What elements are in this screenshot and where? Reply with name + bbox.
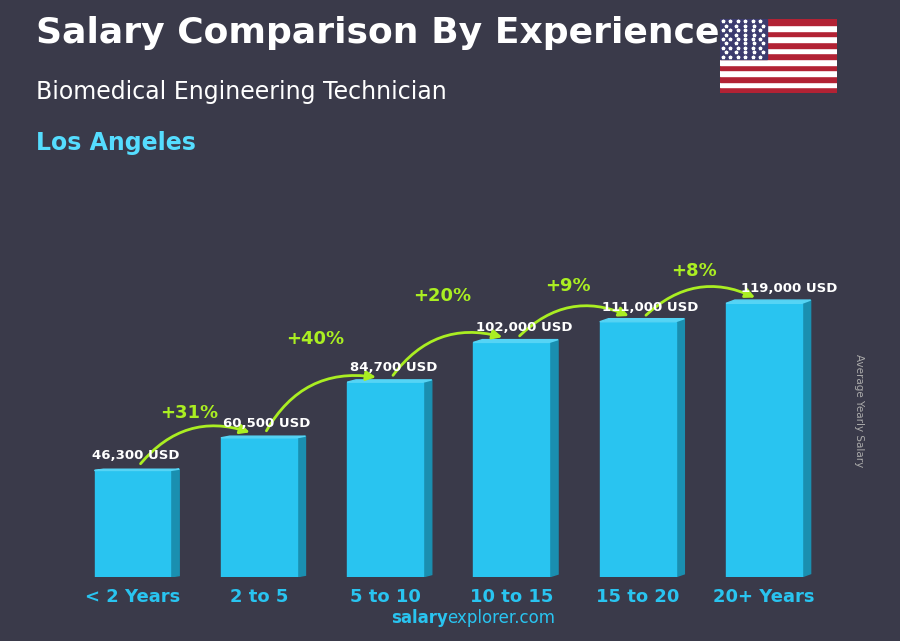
Polygon shape (347, 380, 432, 382)
Text: +20%: +20% (413, 287, 471, 304)
Text: +8%: +8% (671, 262, 717, 279)
Bar (720, 47, 837, 53)
Text: 84,700 USD: 84,700 USD (350, 361, 437, 374)
Bar (720, 87, 837, 93)
Text: 60,500 USD: 60,500 USD (223, 417, 310, 429)
Text: +9%: +9% (545, 277, 591, 295)
Text: +40%: +40% (286, 330, 345, 348)
Text: explorer.com: explorer.com (447, 609, 555, 627)
Bar (720, 65, 837, 71)
Bar (720, 42, 837, 47)
Text: 102,000 USD: 102,000 USD (476, 321, 572, 335)
Bar (720, 71, 837, 76)
Bar (94, 470, 170, 577)
Bar (720, 76, 837, 81)
Polygon shape (726, 300, 811, 303)
Polygon shape (599, 319, 684, 322)
Bar (726, 303, 802, 577)
Text: salary: salary (392, 609, 448, 627)
Polygon shape (802, 300, 811, 577)
Text: 119,000 USD: 119,000 USD (742, 282, 838, 296)
Bar (720, 19, 767, 59)
Polygon shape (220, 436, 305, 438)
Text: +31%: +31% (160, 404, 219, 422)
Bar (599, 322, 676, 577)
Bar (720, 25, 837, 31)
Bar (720, 19, 837, 25)
Bar (347, 382, 423, 577)
Polygon shape (94, 469, 179, 470)
Polygon shape (676, 319, 684, 577)
Bar (473, 342, 549, 577)
Bar (720, 59, 837, 65)
Bar (720, 31, 837, 37)
Polygon shape (549, 340, 558, 577)
Text: Biomedical Engineering Technician: Biomedical Engineering Technician (36, 80, 446, 104)
Polygon shape (423, 380, 432, 577)
Text: Los Angeles: Los Angeles (36, 131, 196, 155)
Bar (220, 438, 297, 577)
Polygon shape (297, 436, 305, 577)
Text: Average Yearly Salary: Average Yearly Salary (854, 354, 864, 467)
Text: Salary Comparison By Experience: Salary Comparison By Experience (36, 16, 719, 50)
Polygon shape (170, 469, 179, 577)
Text: 111,000 USD: 111,000 USD (602, 301, 698, 313)
Polygon shape (473, 340, 558, 342)
Text: 46,300 USD: 46,300 USD (92, 449, 179, 462)
Bar (720, 81, 837, 87)
Bar (720, 53, 837, 59)
Bar (720, 37, 837, 42)
